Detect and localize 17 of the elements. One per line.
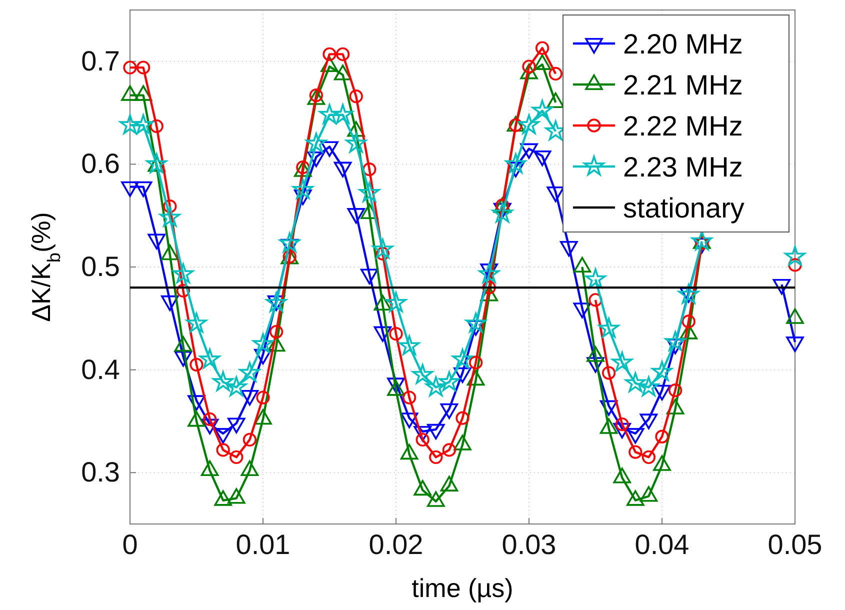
y-tick-label: 0.5 xyxy=(81,250,120,282)
x-tick-label: 0.01 xyxy=(236,528,290,560)
x-tick-label: 0.05 xyxy=(768,528,822,560)
y-tick-label: 0.4 xyxy=(81,354,120,385)
legend-label: 2.20 MHz xyxy=(623,28,743,60)
x-axis-title: time (µs) xyxy=(412,573,514,603)
x-tick-label: 0.04 xyxy=(634,528,690,560)
y-tick-label: 0.6 xyxy=(81,148,120,180)
x-tick-label: 0 xyxy=(122,528,138,560)
y-tick-label: 0.7 xyxy=(81,45,120,76)
legend-label: 2.22 MHz xyxy=(623,110,743,142)
legend-label: 2.21 MHz xyxy=(623,70,743,100)
legend-label: 2.23 MHz xyxy=(623,152,743,182)
x-tick-label: 0.02 xyxy=(368,528,424,560)
legend-label: stationary xyxy=(623,192,744,224)
x-tick-label: 0.03 xyxy=(502,528,556,560)
y-tick-label: 0.3 xyxy=(81,456,120,488)
